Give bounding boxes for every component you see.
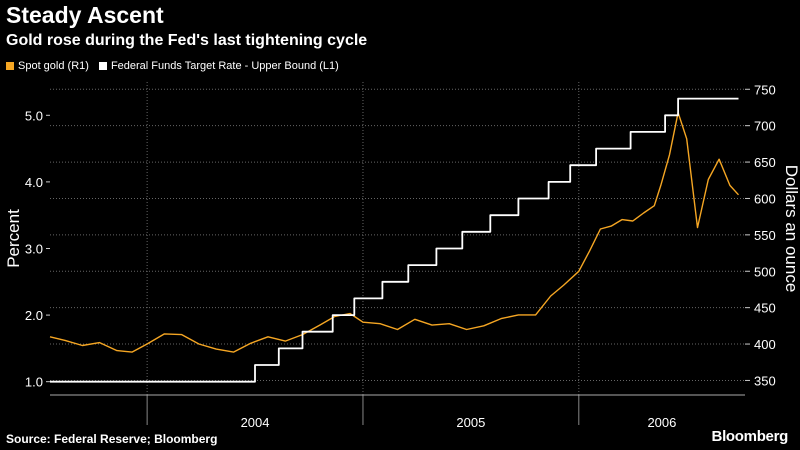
right-tick-label: 550 (754, 228, 776, 243)
right-tick-label: 500 (754, 264, 776, 279)
year-label: 2006 (647, 415, 676, 430)
legend-item-gold: Spot gold (R1) (6, 60, 89, 72)
left-tick-label: 2.0 (25, 308, 43, 323)
right-tick-label: 650 (754, 155, 776, 170)
bloomberg-logo: Bloomberg (711, 428, 789, 445)
year-label: 2004 (241, 415, 270, 430)
source-note: Source: Federal Reserve; Bloomberg (6, 432, 218, 446)
gold-price-line (49, 111, 740, 353)
right-axis-title: Dollars an ounce (782, 165, 800, 293)
left-axis-title: Percent (4, 209, 23, 268)
right-tick-label: 750 (754, 82, 776, 97)
right-tick-label: 600 (754, 191, 776, 206)
right-tick-label: 400 (754, 337, 776, 352)
right-tick-label: 350 (754, 373, 776, 388)
left-tick-label: 4.0 (25, 175, 43, 190)
chart-subtitle: Gold rose during the Fed's last tighteni… (6, 32, 368, 49)
left-tick-label: 1.0 (25, 375, 43, 390)
fed-rate-line (50, 97, 739, 383)
year-label: 2005 (456, 415, 485, 430)
left-tick-label: 5.0 (25, 108, 43, 123)
legend-item-fed-rate: Federal Funds Target Rate - Upper Bound … (98, 60, 339, 72)
legend-label-gold: Spot gold (R1) (18, 60, 89, 72)
chart-title: Steady Ascent (6, 2, 164, 28)
legend-swatch-gold (6, 62, 14, 70)
left-tick-label: 3.0 (25, 241, 43, 256)
right-tick-label: 450 (754, 301, 776, 316)
right-tick-label: 700 (754, 119, 776, 134)
legend-swatch-fed-rate (98, 62, 107, 70)
legend-label-fed-rate: Federal Funds Target Rate - Upper Bound … (110, 60, 339, 72)
legend: Spot gold (R1) Federal Funds Target Rate… (6, 60, 339, 72)
